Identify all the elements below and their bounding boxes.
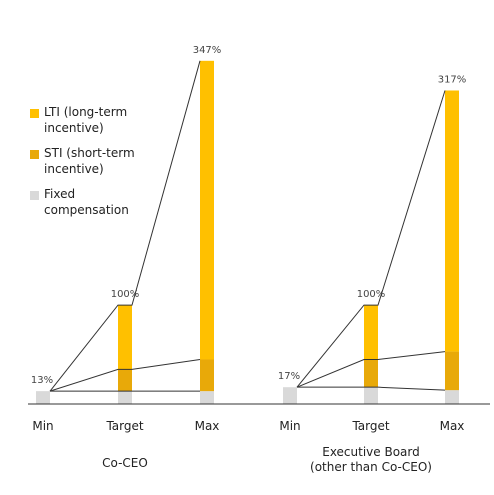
group-2-bar-max-lti-long-term-incentive [445, 90, 459, 352]
group-2-total-label-max: 317% [438, 74, 467, 85]
group-1-connector-lti [49, 60, 201, 392]
group-2-category-label-target: Target [351, 419, 389, 433]
legend-swatch-lti [30, 109, 39, 118]
group-1-total-label-min: 13% [31, 375, 53, 386]
group-2-label: Executive Board (other than Co-CEO) [310, 445, 432, 474]
group-1-category-label-max: Max [195, 419, 220, 433]
group-1-bar-max-lti-long-term-incentive [200, 60, 214, 360]
group-1-total-label-target: 100% [111, 289, 140, 300]
group-1-label-line-1: Co-CEO [102, 456, 148, 470]
group-2-bar-target-lti-long-term-incentive [364, 305, 378, 360]
legend-item-fixed: Fixed compensation [30, 186, 180, 218]
group-1-connector-sti [49, 359, 201, 392]
legend-label-fixed: Fixed compensation [44, 187, 129, 217]
group-1-category-label-min: Min [32, 419, 53, 433]
group-1-label: Co-CEO [102, 456, 148, 470]
group-1-bar-max-fixed-compensation [200, 391, 214, 404]
group-2-category-label-max: Max [440, 419, 465, 433]
chart-legend: LTI (long-term incentive) STI (short-ter… [30, 104, 180, 227]
group-1-total-label-max: 347% [193, 45, 222, 56]
group-2-connector-sti [296, 351, 446, 388]
group-1-bar-min-fixed-compensation [36, 391, 50, 404]
group-1-bar-max-sti-short-term-incentive [200, 359, 214, 392]
group-2-bar-target-sti-short-term-incentive [364, 359, 378, 388]
group-2-category-label-min: Min [279, 419, 300, 433]
legend-label-sti: STI (short-term incentive) [44, 146, 135, 176]
legend-item-lti: LTI (long-term incentive) [30, 104, 180, 136]
group-2-connector-fixed [297, 386, 446, 391]
group-2-total-label-target: 100% [357, 289, 386, 300]
group-2-connector-lti [296, 90, 446, 388]
group-1-bar-target-fixed-compensation [118, 391, 132, 404]
group-2-bar-min-fixed-compensation [283, 387, 297, 404]
group-1-bar-target-sti-short-term-incentive [118, 369, 132, 392]
group-2-bar-max-sti-short-term-incentive [445, 351, 459, 391]
group-2-label-line-1: Executive Board [322, 445, 420, 459]
group-2-label-line-2: (other than Co-CEO) [310, 460, 432, 474]
group-2-bar-target-fixed-compensation [364, 387, 378, 404]
legend-swatch-sti [30, 150, 39, 159]
legend-item-sti: STI (short-term incentive) [30, 145, 180, 177]
group-1-category-label-target: Target [105, 419, 143, 433]
legend-swatch-fixed [30, 191, 39, 200]
group-2-total-label-min: 17% [278, 371, 300, 382]
legend-label-lti: LTI (long-term incentive) [44, 105, 128, 135]
group-1-bar-target-lti-long-term-incentive [118, 305, 132, 370]
group-2-bar-max-fixed-compensation [445, 390, 459, 404]
